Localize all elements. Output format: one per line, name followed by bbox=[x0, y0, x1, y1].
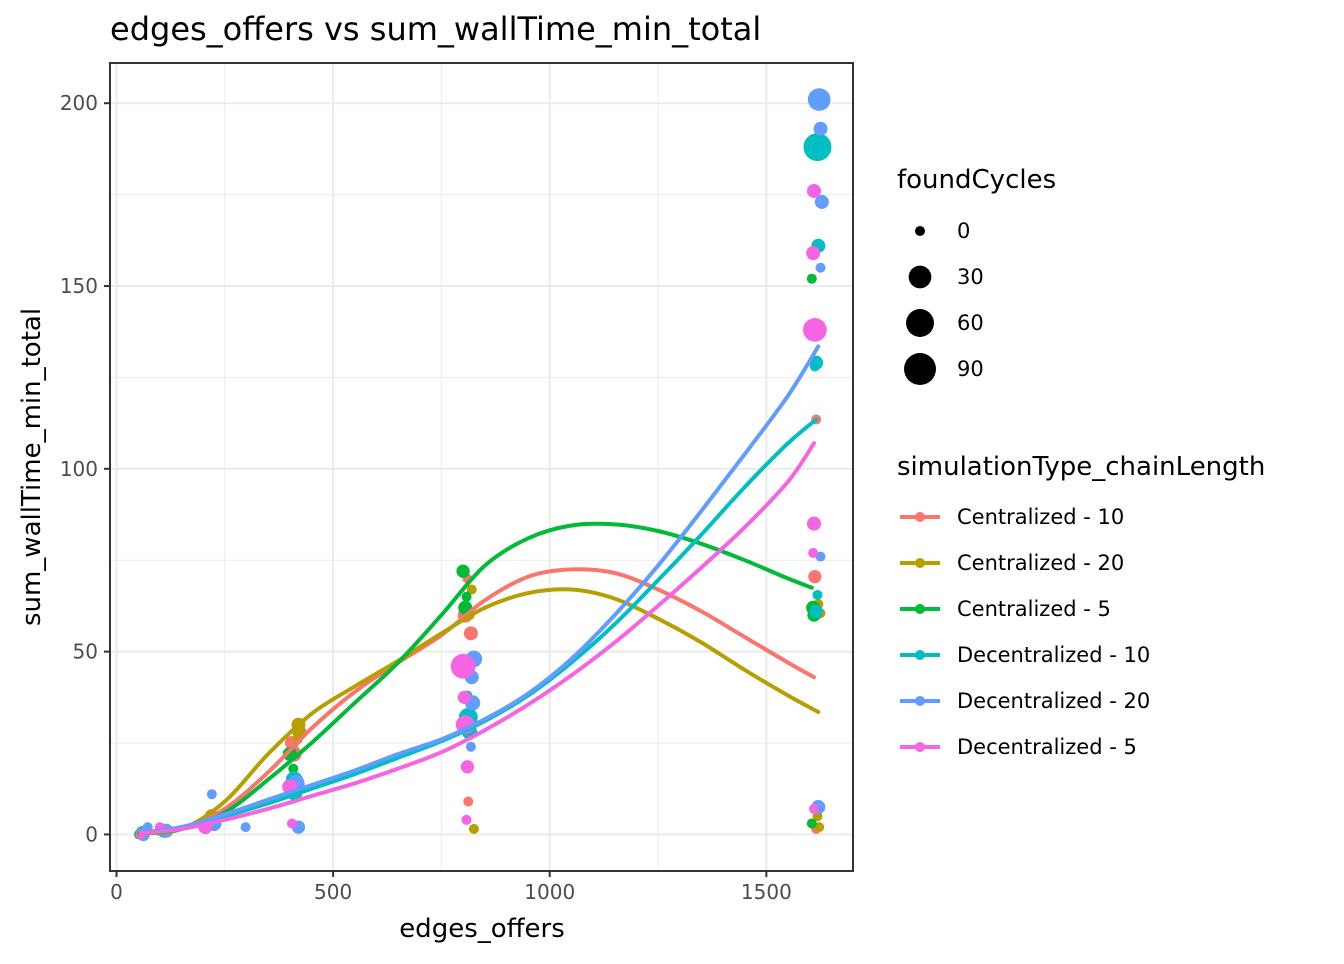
color-legend: simulationType_chainLength Centralized -… bbox=[897, 452, 1265, 759]
data-point bbox=[809, 604, 823, 619]
data-point bbox=[809, 361, 820, 372]
plot-area bbox=[110, 63, 853, 871]
y-tick-label: 100 bbox=[60, 457, 98, 481]
y-tick-label: 200 bbox=[60, 91, 98, 115]
data-point bbox=[460, 760, 475, 774]
data-point bbox=[807, 516, 822, 531]
color-legend-title: simulationType_chainLength bbox=[897, 452, 1265, 482]
panel-border bbox=[109, 62, 854, 872]
x-axis-title: edges_offers bbox=[399, 914, 565, 944]
size-legend-label: 90 bbox=[957, 357, 984, 381]
data-point bbox=[808, 547, 819, 558]
color-legend-key-dot bbox=[915, 696, 925, 706]
smooth-curve bbox=[138, 441, 816, 836]
data-point bbox=[807, 183, 822, 198]
data-point bbox=[206, 789, 217, 800]
size-legend-label: 60 bbox=[957, 311, 984, 335]
data-point bbox=[815, 551, 826, 562]
smooth-curves bbox=[137, 344, 821, 836]
data-point bbox=[814, 194, 829, 209]
size-legend-key bbox=[904, 353, 936, 385]
data-point bbox=[806, 818, 817, 829]
x-tick-label: 1500 bbox=[741, 880, 792, 904]
data-point bbox=[142, 822, 153, 833]
smooth-curve bbox=[139, 587, 821, 836]
chart-title: edges_offers vs sum_wallTime_min_total bbox=[110, 10, 761, 48]
data-point bbox=[813, 121, 828, 136]
data-point bbox=[450, 653, 476, 679]
data-point bbox=[457, 690, 472, 704]
color-legend-key-dot bbox=[915, 742, 925, 752]
color-legend-label: Centralized - 20 bbox=[957, 551, 1124, 575]
size-legend-key bbox=[915, 226, 925, 236]
data-point bbox=[814, 822, 825, 833]
color-legend-key-dot bbox=[915, 558, 925, 568]
data-point bbox=[807, 88, 831, 111]
data-point bbox=[461, 591, 472, 602]
color-legend-label: Decentralized - 5 bbox=[957, 735, 1137, 759]
color-legend-label: Decentralized - 10 bbox=[957, 643, 1150, 667]
data-point bbox=[806, 246, 821, 261]
color-legend-key-dot bbox=[915, 512, 925, 522]
smooth-curve bbox=[137, 521, 814, 836]
data-point bbox=[463, 796, 474, 807]
color-legend-label: Centralized - 10 bbox=[957, 505, 1124, 529]
data-point bbox=[288, 763, 299, 774]
color-legend-label: Decentralized - 20 bbox=[957, 689, 1150, 713]
y-tick-label: 150 bbox=[60, 274, 98, 298]
data-point bbox=[286, 818, 297, 829]
data-point bbox=[815, 262, 826, 273]
data-point bbox=[803, 318, 827, 342]
size-legend-label: 30 bbox=[957, 265, 984, 289]
x-tick-label: 1000 bbox=[524, 880, 575, 904]
size-legend-label: 0 bbox=[957, 219, 970, 243]
size-legend-title: foundCycles bbox=[897, 165, 1056, 195]
data-point bbox=[461, 814, 472, 825]
smooth-curve bbox=[141, 344, 821, 835]
data-point bbox=[468, 823, 479, 834]
data-point bbox=[809, 803, 820, 814]
color-legend-key-dot bbox=[915, 650, 925, 660]
smooth-curve bbox=[138, 567, 816, 836]
y-tick-label: 50 bbox=[73, 640, 98, 664]
axis-ticks: 0 500 1000 1500 0 50 100 150 200 bbox=[60, 91, 792, 904]
x-tick-label: 0 bbox=[110, 880, 123, 904]
plot-background bbox=[110, 63, 853, 871]
data-point bbox=[466, 584, 477, 595]
data-point bbox=[240, 822, 251, 833]
color-legend-key-dot bbox=[915, 604, 925, 614]
y-axis-title: sum_wallTime_min_total bbox=[17, 308, 47, 626]
data-point bbox=[803, 133, 832, 162]
size-legend-key bbox=[908, 265, 932, 289]
color-legend-label: Centralized - 5 bbox=[957, 597, 1111, 621]
data-point bbox=[465, 741, 476, 752]
data-point bbox=[808, 570, 822, 584]
data-point bbox=[463, 626, 478, 641]
x-tick-label: 500 bbox=[314, 880, 352, 904]
plot-frame bbox=[109, 62, 854, 872]
size-legend-key bbox=[906, 309, 934, 337]
y-tick-label: 0 bbox=[85, 822, 98, 846]
data-point bbox=[456, 564, 470, 578]
grid-lines bbox=[110, 63, 853, 871]
data-point bbox=[812, 589, 823, 600]
data-point bbox=[806, 273, 817, 284]
size-legend: foundCycles 0 30 60 90 bbox=[897, 165, 1056, 385]
